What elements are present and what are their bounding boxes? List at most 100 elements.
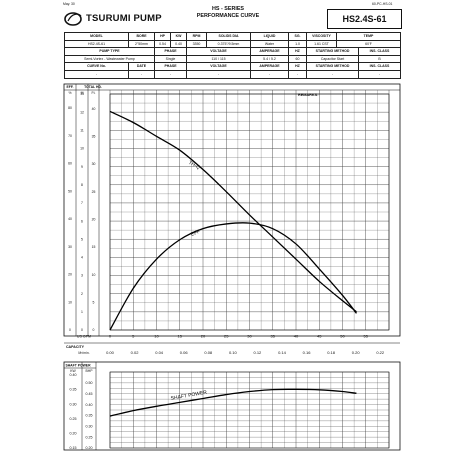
y-tick-eff: 40: [68, 217, 72, 221]
shaft-power-title: SHAFT POWER: [65, 364, 91, 368]
x-tick-gpm: 45: [317, 334, 322, 339]
y-tick-m: 3: [81, 274, 83, 278]
chart-grid: [109, 90, 390, 449]
y-tick-bhp: 0.20: [86, 446, 93, 450]
shaft-chart-border: [63, 361, 401, 451]
chart-frame: [63, 83, 401, 451]
y-tick-m: 13: [80, 92, 84, 96]
y-tick-m: 10: [80, 147, 84, 151]
y-tick-ft: 35: [92, 135, 96, 139]
x-tick-capacity: 0.06: [180, 350, 189, 355]
y-tick-kw: 0.25: [70, 417, 77, 421]
y-tick-bhp: 0.45: [86, 392, 93, 396]
y-tick-bhp: 0.50: [86, 381, 93, 385]
capacity-label: CAPACITY: [66, 345, 85, 349]
x-tick-gpm: 10: [154, 334, 159, 339]
x-axis-label: US GPM: [77, 335, 91, 339]
y-tick-kw: 0.15: [70, 446, 77, 450]
y-tick-m: 6: [81, 219, 83, 223]
x-tick-capacity: 0.22: [376, 350, 385, 355]
x-tick-capacity: 0.12: [254, 350, 263, 355]
series-label-eff: EFF: [190, 229, 201, 238]
x-tick-gpm: 25: [224, 334, 229, 339]
series-label-th-q: TH-Q: [187, 160, 201, 171]
x-tick-capacity: 0.00: [106, 350, 115, 355]
y-tick-kw: 0.20: [70, 431, 77, 435]
axis-unit-pct: %: [68, 91, 71, 95]
x-tick-capacity: 0.20: [352, 350, 361, 355]
series-line-shaft-power: [109, 388, 357, 417]
y-tick-bhp: 0.35: [86, 414, 93, 418]
axis-unit-bhp: BHP: [86, 369, 94, 373]
x-tick-gpm: 40: [294, 334, 299, 339]
axis-unit-kw: KW: [70, 369, 76, 373]
y-tick-eff: 70: [68, 134, 72, 138]
remarks-label: REMARKS:: [298, 93, 318, 97]
x-tick-gpm: 50: [340, 334, 345, 339]
brand-name: TSURUMI PUMP: [86, 13, 162, 24]
x-tick-capacity: 0.14: [278, 350, 287, 355]
x-tick-gpm: 30: [247, 334, 252, 339]
x-tick-gpm: 20: [201, 334, 206, 339]
y-tick-m: 5: [81, 237, 83, 241]
y-tick-m: 12: [80, 110, 84, 114]
brand-logo: TSURUMI PUMP: [64, 9, 164, 29]
y-tick-ft: 5: [93, 301, 95, 305]
x-tick-capacity: 0.18: [327, 350, 336, 355]
x-tick-capacity: 0.16: [303, 350, 312, 355]
x-tick-gpm: 5: [132, 334, 135, 339]
y-tick-m: 7: [81, 201, 83, 205]
x-tick-capacity: 0.04: [155, 350, 164, 355]
y-tick-bhp: 0.40: [86, 403, 93, 407]
x-tick-capacity: 0.02: [131, 350, 140, 355]
y-tick-eff: 30: [68, 245, 72, 249]
y-tick-eff: 0: [69, 328, 71, 332]
title-line-2: PERFORMANCE CURVE: [196, 13, 260, 19]
y-tick-m: 8: [81, 183, 83, 187]
y-tick-ft: 15: [92, 245, 96, 249]
spec-table: MODEL BORE HP KW RPM SOLIDS DIA LIQUID S…: [64, 32, 402, 79]
x-tick-capacity: 0.10: [229, 350, 238, 355]
x-tick-gpm: 35: [271, 334, 276, 339]
y-tick-ft: 25: [92, 190, 96, 194]
chart-curves: TH-Q EFF SHAFT POWER: [109, 110, 357, 417]
model-badge: HS2.4S-61: [327, 9, 402, 29]
series-label-shaft-power: SHAFT POWER: [170, 390, 207, 402]
y-tick-bhp: 0.30: [86, 424, 93, 428]
capacity-unit: M³/min.: [78, 351, 89, 355]
page-title: HS - SERIES PERFORMANCE CURVE: [178, 6, 278, 20]
spec-cell: -: [357, 69, 402, 79]
y-tick-eff: 10: [68, 300, 72, 304]
y-tick-ft: 40: [92, 107, 96, 111]
y-tick-ft: 20: [92, 218, 96, 222]
x-tick-gpm: 0: [109, 334, 112, 339]
header-corner-right: 60-PC-HS-01: [372, 2, 393, 6]
y-tick-m: 1: [81, 310, 83, 314]
axis-header-total-hd: TOTAL HD.: [84, 85, 102, 89]
chart-labels: EFF. TOTAL HD.% M Ft. REMARKS:13121110987654…: [64, 85, 400, 450]
main-chart-border: [63, 83, 401, 337]
y-tick-bhp: 0.25: [86, 435, 93, 439]
x-tick-gpm: 15: [178, 334, 183, 339]
axis-unit-m: M: [81, 91, 84, 95]
y-tick-kw: 0.30: [70, 402, 77, 406]
series-line-th-q: [109, 110, 357, 313]
y-tick-eff: 60: [68, 162, 72, 166]
y-tick-m: 11: [80, 129, 84, 133]
x-tick-capacity: 0.08: [204, 350, 213, 355]
series-line-eff: [109, 222, 357, 331]
header-corner-left: May. 30: [63, 2, 75, 6]
axis-unit-ft: Ft.: [92, 91, 96, 95]
y-tick-eff: 80: [68, 106, 72, 110]
y-tick-m: 4: [81, 256, 83, 260]
main-plot-border: [109, 93, 390, 331]
y-tick-eff: 20: [68, 273, 72, 277]
axis-header-eff: EFF.: [67, 85, 74, 89]
title-line-1: HS - SERIES: [211, 6, 245, 12]
y-tick-eff: 50: [68, 189, 72, 193]
y-tick-m: 2: [81, 292, 83, 296]
shaft-plot-border: [109, 371, 390, 449]
spec-row-values-3: - - - - - - - -: [64, 69, 402, 79]
y-tick-kw: 0.35: [70, 388, 77, 392]
